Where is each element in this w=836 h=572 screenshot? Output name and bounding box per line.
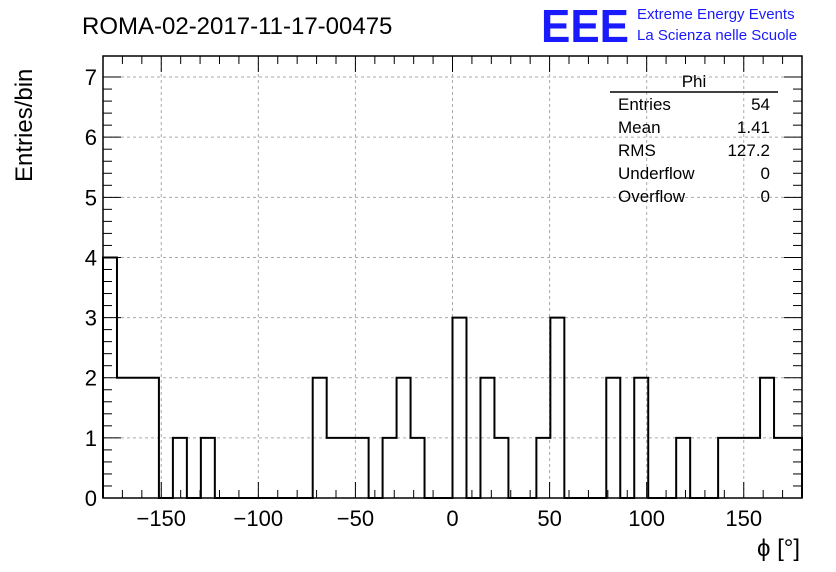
stats-value: 0 xyxy=(761,164,770,183)
stats-label: RMS xyxy=(618,141,656,160)
stats-label: Mean xyxy=(618,118,661,137)
x-tick-label: −100 xyxy=(234,506,284,531)
stats-rows: Entries 54 Mean 1.41 RMS 127.2 Underflow 0 Overf… xyxy=(618,95,770,206)
logo-line-2: La Scienza nelle Scuole xyxy=(637,27,797,44)
chart-title: ROMA-02-2017-11-17-00475 xyxy=(82,13,392,40)
stats-title: Phi xyxy=(682,72,707,91)
x-tick-label: −50 xyxy=(337,506,374,531)
stats-value: 1.41 xyxy=(737,118,770,137)
y-axis-label: Entries/bin xyxy=(11,69,38,182)
y-tick-label: 4 xyxy=(85,245,97,270)
histogram-series xyxy=(102,256,803,499)
y-tick-label: 1 xyxy=(85,426,97,451)
logo-line-1: Extreme Energy Events xyxy=(637,6,795,23)
x-tick-label: 50 xyxy=(537,506,561,531)
stats-label: Overflow xyxy=(618,187,686,206)
y-tick-label: 0 xyxy=(85,486,97,511)
x-axis-label: ϕ [°] xyxy=(757,535,800,562)
eee-logo: EEE Extreme Energy Events La Scienza nel… xyxy=(541,0,797,52)
stats-label: Entries xyxy=(618,95,671,114)
x-tick-label: 100 xyxy=(628,506,665,531)
stats-value: 54 xyxy=(751,95,770,114)
y-tick-label: 6 xyxy=(85,125,97,150)
axis-ticks xyxy=(103,56,802,499)
x-axis-tick-labels: −150 −100 −50 0 50 100 150 xyxy=(136,506,762,531)
y-axis-tick-labels: 0 1 2 3 4 5 6 7 xyxy=(85,65,97,511)
x-tick-label: 0 xyxy=(446,506,458,531)
stats-box: Phi Entries 54 Mean 1.41 RMS 127.2 Underflow 0 O… xyxy=(610,72,778,206)
logo-mark: EEE xyxy=(541,0,629,52)
x-tick-label: −150 xyxy=(136,506,186,531)
x-tick-label: 150 xyxy=(725,506,762,531)
stats-value: 0 xyxy=(761,187,770,206)
stats-value: 127.2 xyxy=(727,141,770,160)
y-tick-label: 3 xyxy=(85,306,97,331)
y-tick-label: 7 xyxy=(85,65,97,90)
y-tick-label: 5 xyxy=(85,185,97,210)
y-tick-label: 2 xyxy=(85,366,97,391)
stats-label: Underflow xyxy=(618,164,695,183)
